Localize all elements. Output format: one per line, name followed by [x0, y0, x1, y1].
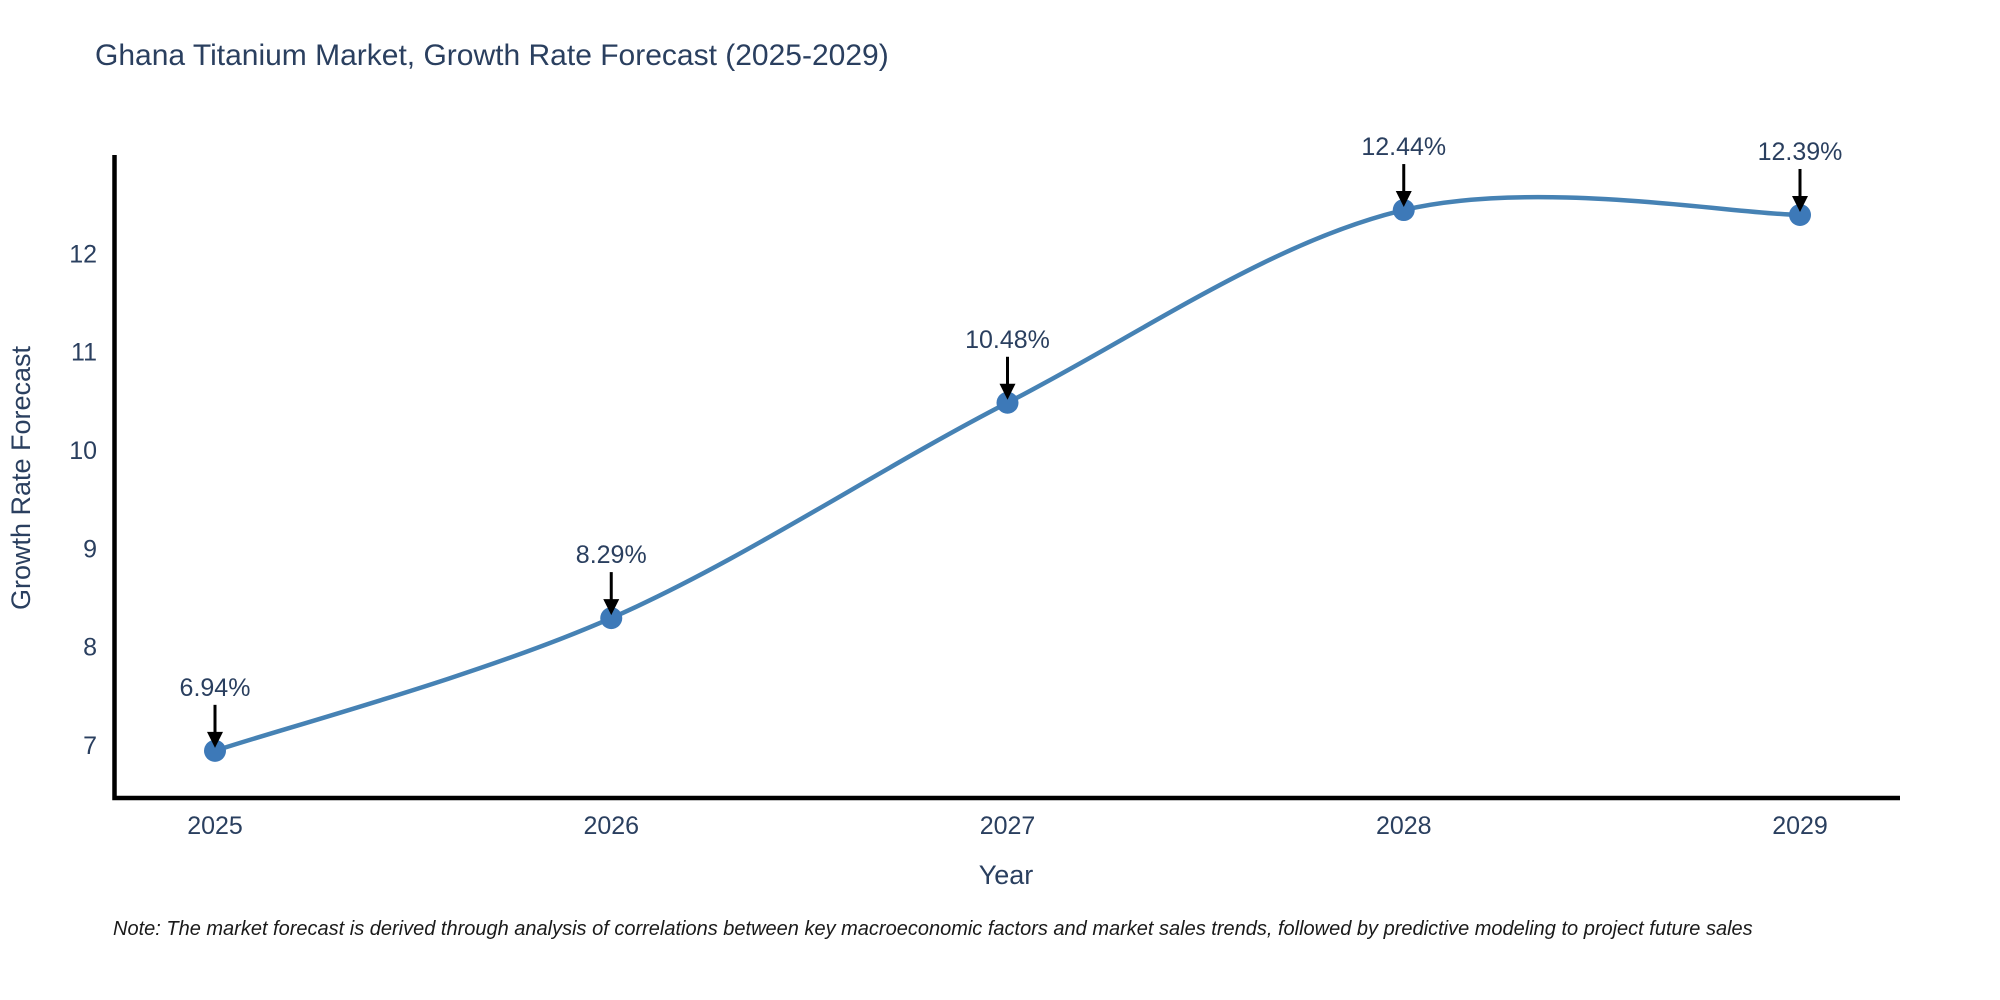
data-point-marker	[1789, 203, 1811, 226]
y-axis-title: Growth Rate Forecast	[6, 345, 36, 610]
y-tick-label: 8	[83, 634, 97, 662]
x-tick-label: 2028	[1376, 812, 1432, 840]
annotation-arrowhead	[1792, 195, 1808, 212]
data-point-marker	[600, 607, 623, 630]
x-axis-title: Year	[979, 860, 1034, 890]
footnote: Note: The market forecast is derived thr…	[113, 918, 1753, 940]
annotation-arrowhead	[207, 731, 223, 748]
data-point-marker	[996, 391, 1019, 414]
y-tick-label: 9	[83, 535, 97, 563]
page-title: Ghana Titanium Market, Growth Rate Forec…	[95, 39, 889, 72]
point-annotation-label: 6.94%	[180, 674, 251, 702]
series-line	[212, 194, 1803, 754]
annotation-arrowhead	[999, 383, 1016, 400]
annotation-arrowhead	[1395, 191, 1412, 208]
point-annotation-label: 12.44%	[1361, 133, 1446, 161]
data-point-marker	[204, 739, 226, 762]
point-annotation-label: 12.39%	[1758, 138, 1843, 166]
x-tick-label: 2026	[583, 812, 639, 840]
point-annotation-label: 10.48%	[965, 326, 1050, 354]
y-tick-label: 12	[69, 240, 97, 268]
annotation-arrowhead	[603, 599, 620, 616]
data-point-marker	[1392, 199, 1415, 222]
x-tick-label: 2025	[187, 812, 243, 840]
y-tick-label: 10	[69, 437, 97, 465]
axis-lines	[112, 155, 1900, 801]
point-annotation-label: 8.29%	[576, 541, 647, 569]
y-tick-label: 7	[83, 732, 97, 760]
x-tick-label: 2029	[1772, 812, 1828, 840]
x-tick-label: 2027	[980, 812, 1036, 840]
y-tick-label: 11	[71, 339, 97, 367]
